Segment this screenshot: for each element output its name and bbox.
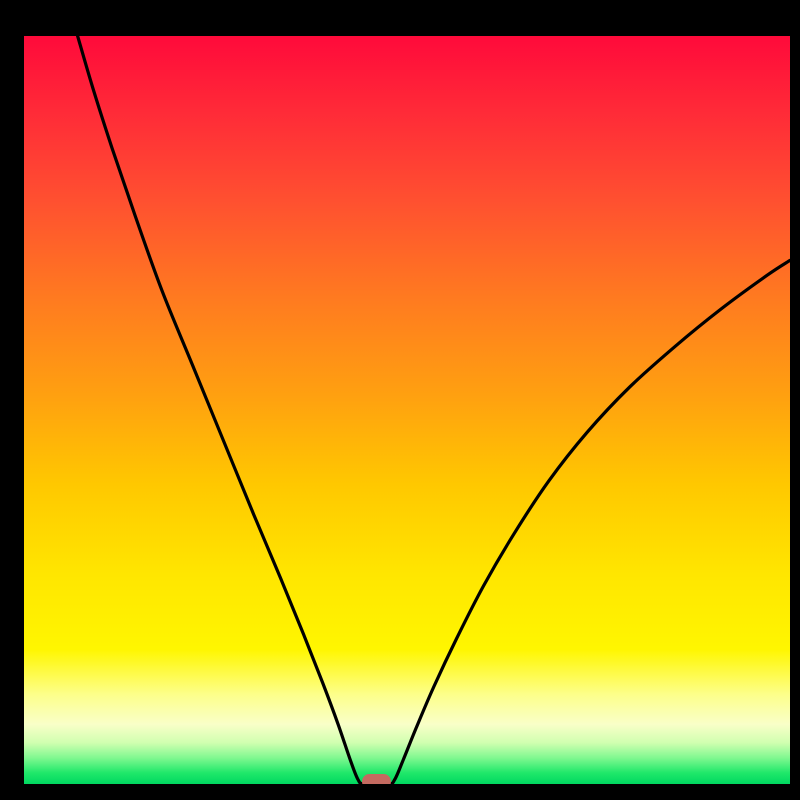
chart-canvas: TheBottleneck.com: [0, 0, 800, 800]
frame-border-top: [0, 0, 800, 36]
frame-border-bottom: [0, 784, 800, 800]
frame-border-right: [790, 0, 800, 800]
plot-area: [24, 36, 790, 784]
bottleneck-curve: [24, 36, 790, 784]
frame-border-left: [0, 0, 24, 800]
